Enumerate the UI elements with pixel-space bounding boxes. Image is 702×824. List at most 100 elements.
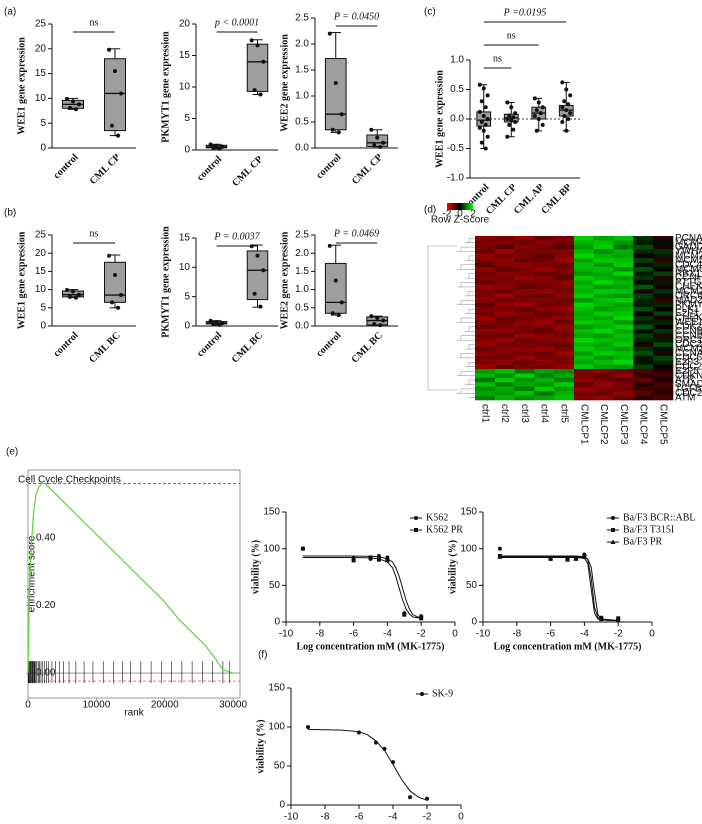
row-label: CDKN1A — [675, 370, 702, 381]
heatmap-cell — [514, 329, 535, 334]
heatmap-cell — [574, 382, 595, 388]
data-point — [511, 127, 516, 132]
heatmap-cell — [534, 346, 555, 352]
y-axis-label: WEE1 gene expression — [434, 70, 445, 168]
heatmap-cell — [653, 333, 674, 339]
data-point — [65, 96, 69, 101]
data-point — [497, 546, 502, 551]
heatmap-cell — [653, 324, 674, 330]
y-tick-label: 100 — [268, 722, 285, 733]
heatmap-cell — [534, 262, 555, 268]
y-tick-label: 10 — [35, 284, 47, 295]
heatmap-cell — [613, 289, 634, 294]
heatmap-cell — [475, 262, 496, 268]
y-tick-label: 100 — [460, 543, 477, 554]
data-point — [71, 99, 75, 104]
heatmap-cell — [574, 342, 595, 348]
heatmap-cell — [554, 280, 575, 286]
column-label: CMLCP4 — [638, 404, 649, 445]
data-point — [548, 554, 554, 560]
heatmap-cell — [554, 360, 575, 365]
data-point — [372, 322, 377, 327]
heatmap-cell — [514, 333, 535, 339]
heatmap-cell — [613, 360, 634, 365]
heatmap-cell — [613, 262, 634, 268]
column-label: ctrl5 — [558, 404, 569, 423]
data-point — [381, 318, 386, 323]
heatmap-cell — [653, 236, 674, 241]
heatmap-cell — [574, 386, 595, 392]
row-label: ATM — [675, 392, 695, 403]
x-axis-label: rank — [124, 708, 144, 719]
legend-marker — [610, 539, 616, 544]
heatmap-cell — [514, 311, 535, 317]
heatmap-cell — [613, 253, 634, 259]
heatmap-cell — [534, 386, 555, 392]
heatmap-cell — [574, 275, 595, 281]
heatmap-cell — [554, 315, 575, 321]
y-tick-label: 50 — [274, 761, 286, 772]
y-tick-label: 2.5 — [295, 13, 309, 24]
data-point — [255, 43, 260, 48]
heatmap-cell — [514, 284, 535, 290]
data-point — [532, 96, 537, 101]
heatmap-cell — [494, 284, 515, 290]
heatmap-cell — [593, 373, 614, 379]
significance-label: ns — [507, 30, 516, 41]
heatmap-cell — [613, 240, 634, 246]
data-point — [485, 93, 490, 98]
heatmap-cell — [613, 302, 634, 308]
data-point — [357, 730, 361, 735]
heatmap-cell — [613, 386, 634, 392]
legend-marker — [414, 516, 418, 520]
heatmap-cell — [653, 395, 674, 401]
heatmap-cell — [534, 315, 555, 321]
heatmap-cell — [653, 342, 674, 348]
heatmap-cell — [653, 298, 674, 303]
heatmap-cell — [593, 311, 614, 317]
heatmap-cell — [613, 280, 634, 286]
data-point — [505, 100, 510, 105]
heatmap-cell — [514, 280, 535, 286]
heatmap-cell — [554, 258, 575, 263]
row-label: MCM4 — [675, 237, 702, 248]
heatmap-cell — [514, 351, 535, 356]
row-label: MAD2L2 — [675, 295, 702, 306]
heatmap-cell — [574, 395, 595, 401]
heatmap-cell — [574, 364, 595, 370]
heatmap-cell — [494, 382, 515, 388]
heatmap-cell — [534, 253, 555, 259]
data-point — [214, 319, 219, 324]
heatmap-cell — [475, 302, 496, 308]
y-tick-label: 100 — [263, 543, 280, 554]
data-point — [214, 143, 219, 148]
heatmap-cell — [475, 337, 496, 343]
heatmap-cell — [494, 337, 515, 343]
heatmap-cell — [534, 289, 555, 294]
heatmap-cell — [475, 373, 496, 379]
heatmap-cell — [475, 382, 496, 388]
heatmap-cell — [554, 275, 575, 281]
heatmap-cell — [593, 249, 614, 255]
heatmap-cell — [633, 333, 654, 339]
y-tick-label: 10 — [179, 82, 191, 93]
data-point — [351, 558, 356, 563]
heatmap-cell — [593, 244, 614, 250]
heatmap-cell — [554, 271, 575, 277]
heatmap-cell — [554, 373, 575, 379]
heatmap-cell — [534, 368, 555, 374]
x-axis-label: Log concentration mM (MK-1775) — [493, 641, 641, 652]
heatmap-cell — [554, 253, 575, 259]
data-point — [534, 108, 539, 113]
heatmap-cell — [613, 342, 634, 348]
significance-label: ns — [493, 53, 502, 64]
heatmap-cell — [475, 298, 496, 303]
data-point — [479, 99, 484, 104]
heatmap-cell — [494, 275, 515, 281]
heatmap-cell — [593, 302, 614, 308]
heatmap-cell — [613, 377, 634, 383]
panel-label: (e) — [6, 447, 18, 458]
heatmap-cell — [593, 368, 614, 374]
data-point — [566, 102, 571, 107]
heatmap-cell — [534, 258, 555, 263]
